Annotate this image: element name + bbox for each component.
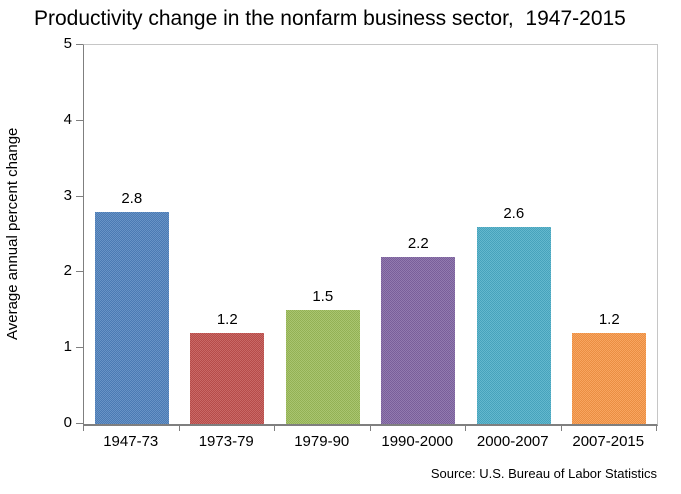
y-axis-tick bbox=[76, 423, 83, 424]
bar-2000-2007 bbox=[476, 226, 551, 425]
x-axis-tick bbox=[83, 425, 84, 431]
x-axis-tick bbox=[465, 425, 466, 431]
source-note: Source: U.S. Bureau of Labor Statistics bbox=[430, 466, 657, 481]
y-axis-tick bbox=[76, 271, 83, 273]
bar-value-label: 2.2 bbox=[407, 235, 429, 253]
x-axis-tick bbox=[369, 425, 371, 431]
x-axis-label-1973-79: 1973-79 bbox=[198, 433, 254, 450]
x-axis-label-1947-73: 1947-73 bbox=[103, 433, 159, 450]
x-axis-label-2007-2015: 2007-2015 bbox=[572, 433, 645, 450]
y-axis-tick bbox=[76, 347, 83, 349]
bar-2007-2015 bbox=[572, 333, 647, 424]
y-axis-title: Average annual percent change bbox=[4, 127, 21, 340]
x-axis-label-2000-2007: 2000-2007 bbox=[476, 433, 549, 450]
bar-value-label: 1.5 bbox=[312, 288, 334, 306]
chart-title: Productivity change in the nonfarm busin… bbox=[34, 7, 626, 30]
bar-1979-90 bbox=[285, 310, 360, 424]
y-axis-tick bbox=[76, 44, 83, 45]
y-axis-tick-label: 1 bbox=[63, 338, 72, 356]
y-axis-tick-label: 3 bbox=[63, 186, 72, 204]
bar-value-label: 2.6 bbox=[503, 204, 525, 222]
y-axis-tick-label: 4 bbox=[63, 110, 72, 128]
x-axis-tick bbox=[560, 425, 562, 431]
bar-value-label: 2.8 bbox=[121, 189, 143, 207]
x-axis-tick bbox=[274, 425, 275, 431]
y-axis-tick-label: 0 bbox=[63, 414, 72, 431]
x-axis-tick bbox=[656, 425, 657, 431]
x-axis-label-1990-2000: 1990-2000 bbox=[381, 433, 454, 450]
x-axis-label-1979-90: 1979-90 bbox=[294, 433, 350, 450]
plot-area: 2.8 1.2 1.5 2.2 2.6 1.2 bbox=[83, 44, 658, 426]
bar-value-label: 1.2 bbox=[598, 311, 620, 329]
y-axis-tick bbox=[76, 119, 83, 121]
bar-value-label: 1.2 bbox=[216, 311, 238, 329]
y-axis-tick-label: 2 bbox=[63, 262, 72, 280]
bar-1947-73 bbox=[94, 211, 169, 425]
y-axis-tick-label: 5 bbox=[63, 35, 72, 52]
bar-1990-2000 bbox=[381, 257, 456, 424]
x-axis-tick bbox=[178, 425, 180, 431]
bar-1973-79 bbox=[190, 333, 265, 424]
y-axis-tick bbox=[76, 195, 83, 197]
